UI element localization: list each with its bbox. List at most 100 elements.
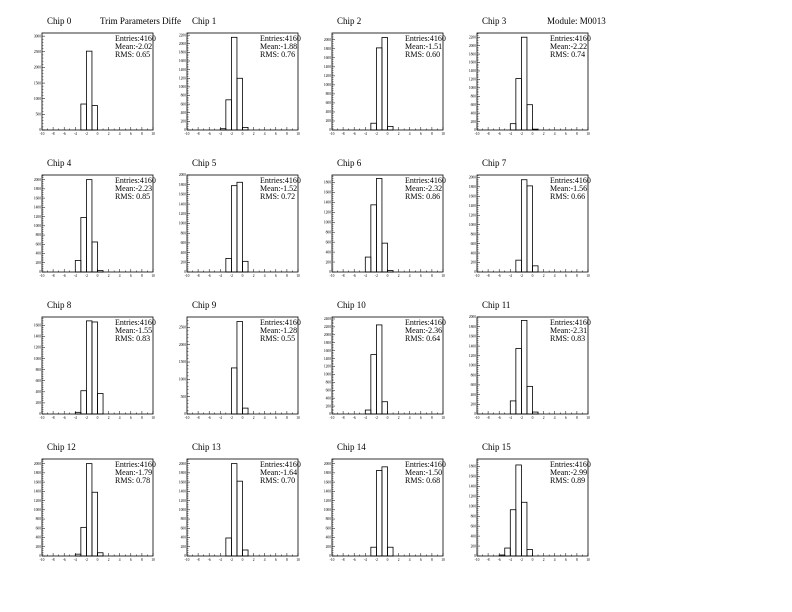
y-tick-label: 2000 [469,44,476,48]
histogram-panel-13: Chip 13 -10 -8 -6 -4 -2 0 2 4 6 8 10 0 200 400 600 800 10… [179,442,301,562]
x-tick-label: 10 [151,132,155,136]
y-tick-label: 800 [471,373,477,377]
x-tick-label: -6 [208,132,211,136]
x-tick-label: 2 [398,558,400,562]
x-tick-label: 8 [431,274,433,278]
x-tick-label: 6 [565,274,567,278]
x-tick-label: -10 [40,132,45,136]
y-tick-label: 0 [329,412,331,416]
y-tick-label: 600 [36,242,42,246]
y-tick-label: 1000 [324,220,331,224]
stats-entries: Entries:4160 [260,176,301,185]
x-tick-label: 4 [409,132,411,136]
histogram-bin [86,320,93,415]
y-tick-label: 1000 [34,224,41,228]
y-tick-label: 400 [36,536,42,540]
y-tick-label: 600 [181,241,187,245]
x-tick-label: 8 [286,558,288,562]
y-tick-label: 500 [36,113,42,117]
y-tick-label: 2200 [324,325,331,329]
y-tick-label: 200 [36,545,42,549]
y-tick-label: 1000 [469,86,476,90]
x-tick-label: -2 [85,132,88,136]
x-tick-label: -6 [63,416,66,420]
x-tick-label: 8 [286,416,288,420]
histogram-bin [364,409,372,415]
x-tick-label: -10 [330,274,335,278]
histogram-bin [80,526,87,557]
y-tick-label: 1800 [324,341,331,345]
y-tick-label: 1200 [469,495,476,499]
panel-title: Chip 2 [337,16,361,26]
histogram-bin [225,537,232,557]
x-tick-label: 2 [108,274,110,278]
x-tick-label: -8 [342,274,345,278]
stats-mean: Mean:-1.52 [260,184,297,193]
y-tick-label: 2000 [324,333,331,337]
histogram-bin [86,463,93,557]
y-tick-label: 1600 [179,59,186,63]
x-tick-label: 6 [420,558,422,562]
x-tick-label: -4 [364,416,367,420]
x-tick-label: 6 [275,132,277,136]
y-tick-label: 1600 [469,335,476,339]
histogram-panel-8: Chip 8 -10 -8 -6 -4 -2 0 2 4 6 8 10 0 200 400 600 800 100… [34,300,156,420]
x-tick-label: -4 [509,416,512,420]
y-tick-label: 2400 [324,317,331,321]
x-tick-label: -8 [487,132,490,136]
x-tick-label: 4 [119,132,121,136]
y-tick-label: 1800 [34,187,41,191]
histogram-bin [526,185,533,273]
y-tick-label: 0 [184,412,186,416]
histogram-bin [375,324,383,415]
x-tick-label: -4 [219,274,222,278]
stats-rms: RMS: 0.70 [260,476,295,485]
stats-entries: Entries:4160 [550,34,591,43]
stats-mean: Mean:-1.28 [260,326,297,335]
y-tick-label: 1000 [324,83,331,87]
y-tick-label: 1600 [469,475,476,479]
histogram-bin [515,464,522,557]
y-tick-label: 1400 [324,201,331,205]
y-tick-label: 0 [474,270,476,274]
x-tick-label: 4 [119,416,121,420]
x-tick-label: -2 [230,558,233,562]
x-tick-label: 8 [286,132,288,136]
x-tick-label: -8 [197,274,200,278]
histogram-bin [74,411,82,415]
y-tick-label: 600 [326,101,332,105]
x-tick-label: 0 [242,416,244,420]
stats-mean: Mean:-1.51 [405,42,442,51]
y-tick-label: 1600 [34,480,41,484]
x-tick-label: 10 [441,132,445,136]
y-tick-label: 1400 [324,490,331,494]
stats-rms: RMS: 0.76 [260,50,295,59]
stats-entries: Entries:4160 [115,318,156,327]
stats-entries: Entries:4160 [405,176,446,185]
y-tick-label: 0 [39,128,41,132]
stats-entries: Entries:4160 [405,34,446,43]
y-tick-label: 1800 [469,185,476,189]
histogram-bin [242,407,249,415]
x-tick-label: -6 [498,558,501,562]
x-tick-label: -2 [375,132,378,136]
y-tick-label: 1400 [179,202,186,206]
y-tick-label: 0 [329,554,331,558]
y-tick-label: 600 [471,524,477,528]
stats-mean: Mean:-1.55 [115,326,152,335]
histogram-bin [97,270,104,273]
histogram-bin [97,393,104,415]
x-tick-label: -8 [487,416,490,420]
y-tick-label: 2000 [179,173,186,177]
y-tick-label: 1800 [324,471,331,475]
x-tick-label: -8 [342,558,345,562]
x-tick-label: 2 [543,274,545,278]
y-tick-label: 0 [39,412,41,416]
y-tick-label: 1200 [34,346,41,350]
x-tick-label: -6 [63,558,66,562]
x-tick-label: -4 [74,558,77,562]
x-tick-label: 8 [431,132,433,136]
x-tick-label: -8 [52,274,55,278]
y-tick-label: 2000 [179,42,186,46]
histogram-bin [91,241,98,273]
